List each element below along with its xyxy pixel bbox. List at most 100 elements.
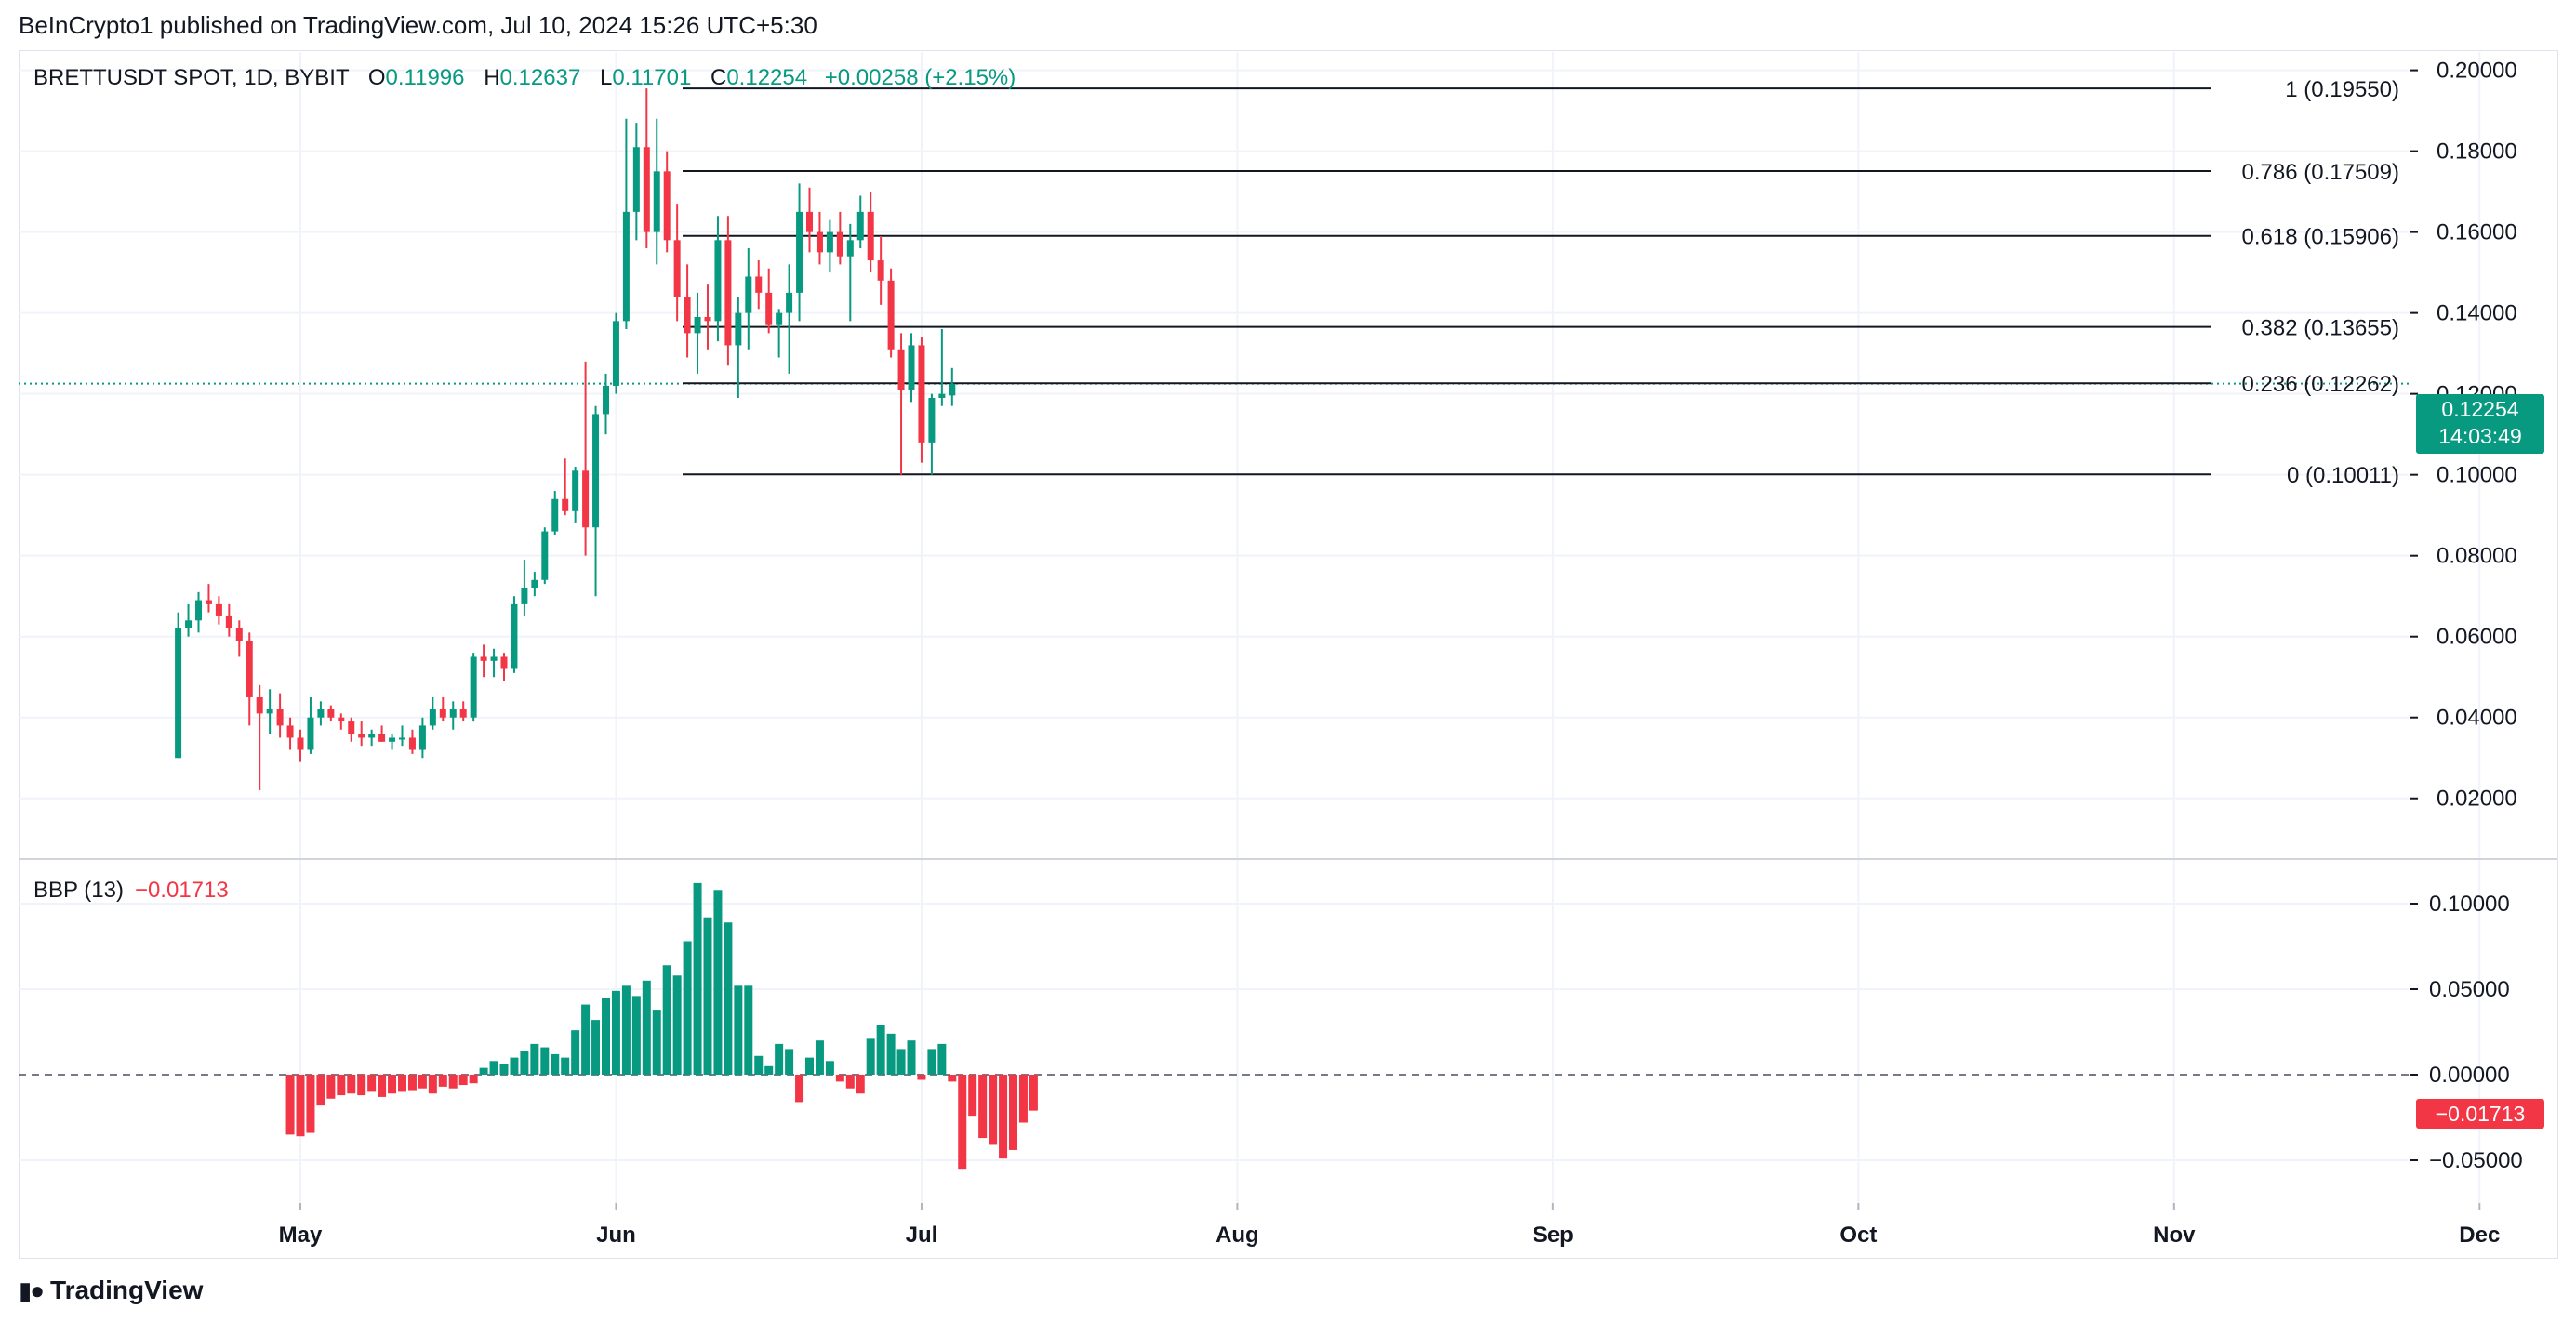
- bbp-bar: [602, 998, 610, 1075]
- bbp-bar: [621, 985, 631, 1075]
- candle-body: [317, 709, 325, 718]
- x-tick-label: Dec: [2459, 1223, 2500, 1248]
- bbp-bar: [489, 1061, 498, 1075]
- candle-body: [276, 709, 284, 726]
- bbp-bar: [734, 985, 743, 1075]
- bbp-bar: [499, 1064, 509, 1075]
- bbp-bar: [724, 922, 733, 1075]
- y-tick-label: 0.20000: [2437, 59, 2517, 84]
- candle-body: [175, 628, 182, 759]
- bbp-tag-value: −0.01713: [2435, 1102, 2526, 1126]
- candle-body: [846, 240, 854, 257]
- y-tick-label: 0.10000: [2437, 463, 2517, 488]
- candle-body: [938, 393, 946, 398]
- candle-body: [439, 709, 446, 718]
- bbp-bar: [581, 1004, 591, 1075]
- candle-body: [551, 498, 559, 532]
- high-label: H: [484, 65, 500, 90]
- bar-countdown: 14:03:49: [2438, 424, 2522, 448]
- bbp-bar: [367, 1075, 377, 1092]
- candle-body: [867, 211, 874, 261]
- tradingview-logo[interactable]: ▮● TradingView: [19, 1276, 203, 1305]
- candle-body: [714, 240, 722, 322]
- low-value: 0.11701: [612, 65, 692, 90]
- bbp-bar: [978, 1075, 988, 1139]
- axis-layer: May Jun Jul Aug Sep Oct Nov Dec 0.20000 0.18000 0.…: [279, 59, 2523, 1248]
- candle-body: [348, 721, 355, 734]
- y-tick-label: 0.16000: [2437, 220, 2517, 245]
- bbp-bar: [469, 1075, 478, 1084]
- candle-body: [836, 231, 843, 257]
- candle-body: [429, 709, 436, 726]
- bbp-bar: [520, 1051, 529, 1075]
- candle-body: [856, 211, 864, 241]
- candle-body: [928, 398, 936, 443]
- tv-brand-label: TradingView: [50, 1276, 204, 1304]
- candle-body: [765, 292, 773, 325]
- tv-logo-icon: ▮●: [19, 1276, 45, 1304]
- low-label: L: [599, 65, 613, 90]
- bbp-bar: [754, 1055, 764, 1075]
- x-tick-label: Jun: [596, 1223, 636, 1248]
- open-value: 0.11996: [385, 65, 465, 90]
- bbp-legend: BBP (13) −0.01713: [33, 878, 229, 904]
- candle-body: [562, 498, 569, 511]
- candle-body: [408, 737, 416, 750]
- bbp-bar: [398, 1075, 406, 1092]
- candle-body: [776, 312, 783, 325]
- fib-level-label: 0.618 (0.15906): [2242, 225, 2399, 250]
- candle-body: [399, 737, 405, 740]
- grid-layer: [19, 52, 2557, 1203]
- chart-frame: [19, 50, 2558, 1259]
- bbp-bar: [306, 1075, 315, 1133]
- bbp-bar: [479, 1067, 488, 1075]
- candle-body: [877, 260, 884, 281]
- candle-body: [735, 312, 742, 346]
- bbp-bar: [999, 1075, 1008, 1159]
- candle-body: [490, 656, 498, 661]
- bbp-bar: [428, 1075, 437, 1094]
- close-value: 0.12254: [726, 65, 808, 90]
- candle-body: [724, 240, 732, 346]
- candle-body: [215, 603, 222, 616]
- bbp-bar: [316, 1075, 325, 1106]
- y-tick-label: −0.05000: [2429, 1148, 2523, 1173]
- candle-body: [266, 709, 273, 714]
- bbp-histogram: [285, 882, 1038, 1170]
- bbp-value-tag: −0.01713: [2416, 1099, 2544, 1129]
- bbp-bar: [448, 1075, 458, 1089]
- x-tick-label: Oct: [1839, 1223, 1877, 1248]
- y-tick-label: 0.18000: [2437, 139, 2517, 165]
- bbp-bar: [326, 1075, 336, 1099]
- x-tick-label: May: [279, 1223, 323, 1248]
- candle-body: [816, 231, 823, 253]
- publisher-line: BeInCrypto1 published on TradingView.com…: [19, 11, 817, 39]
- fib-level-label: 0 (0.10011): [2287, 463, 2399, 488]
- candle-body: [205, 600, 212, 604]
- candle-body: [327, 709, 335, 718]
- candle-body: [582, 470, 590, 528]
- candle-body: [806, 211, 813, 232]
- bbp-bar: [378, 1075, 387, 1097]
- y-tick-label: 0.14000: [2437, 301, 2517, 326]
- bbp-bar: [856, 1075, 865, 1094]
- fibonacci-retracement: 1 (0.19550) 0.786 (0.17509) 0.618 (0.15906…: [683, 77, 2399, 488]
- bbp-bar: [642, 980, 651, 1075]
- candle-body: [572, 470, 579, 511]
- bbp-bar: [591, 1020, 601, 1075]
- bbp-name: BBP (13): [33, 878, 124, 903]
- bbp-bar: [815, 1040, 824, 1075]
- bbp-bar: [876, 1025, 885, 1075]
- candle-body: [632, 147, 640, 212]
- x-tick-label: Jul: [906, 1223, 938, 1248]
- bbp-bar: [845, 1075, 855, 1089]
- bbp-bar: [1029, 1075, 1038, 1111]
- bbp-bar: [693, 882, 702, 1075]
- candle-body: [195, 600, 202, 621]
- bbp-bar: [530, 1043, 539, 1075]
- candle-body: [643, 147, 650, 232]
- bbp-bar: [652, 1010, 661, 1075]
- bbp-bar: [744, 985, 753, 1075]
- candle-body: [786, 292, 793, 313]
